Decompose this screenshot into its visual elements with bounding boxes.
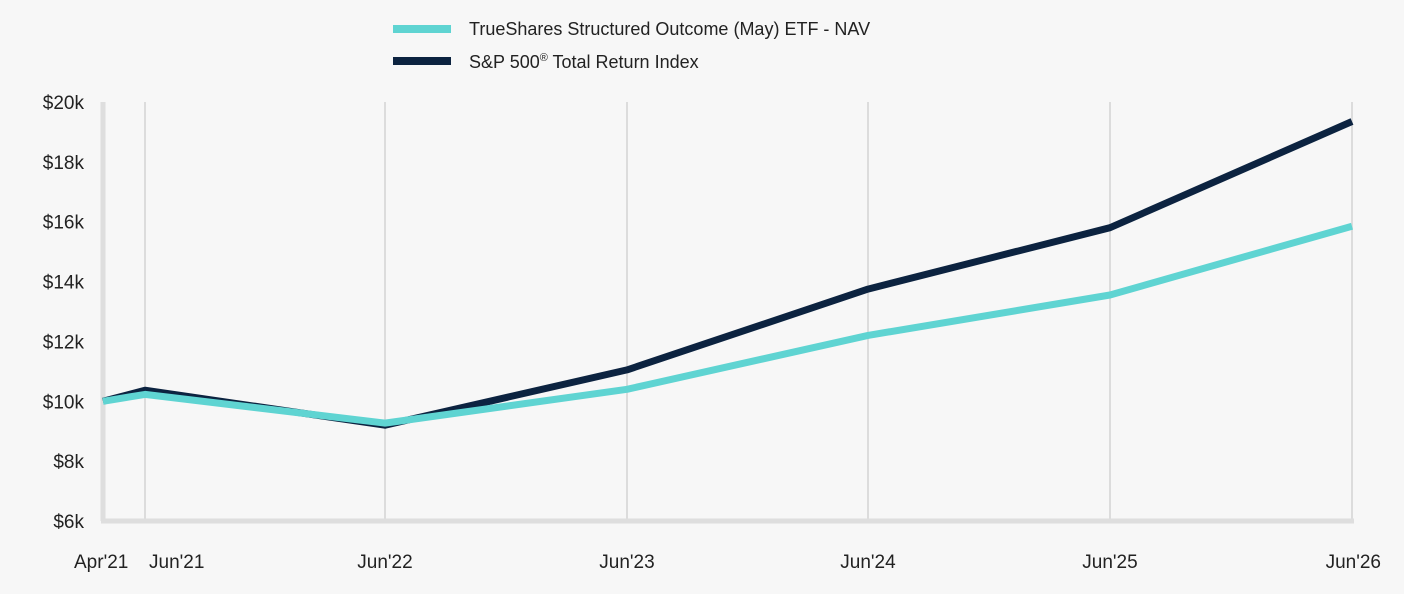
legend-label-nav: TrueShares Structured Outcome (May) ETF … (469, 19, 870, 39)
x-tick-label: Jun'25 (1082, 552, 1137, 573)
y-tick-label: $16k (43, 213, 85, 234)
y-tick-label: $14k (43, 273, 85, 294)
y-axis-ticks: $6k $8k $10k $12k $14k $16k $18k $20k (43, 93, 85, 533)
x-tick-label: Apr'21 (74, 552, 128, 573)
x-tick-label: Jun'22 (357, 552, 412, 573)
y-tick-label: $6k (53, 512, 84, 533)
series-lines (102, 118, 1354, 429)
y-tick-label: $20k (43, 93, 85, 114)
y-tick-label: $10k (43, 392, 85, 413)
x-tick-label: Jun'24 (840, 552, 896, 573)
x-tick-label: Jun'21 (149, 552, 204, 573)
x-tick-label: Jun'23 (599, 552, 654, 573)
vertical-gridlines (144, 102, 1353, 521)
x-tick-label: Jun'26 (1326, 552, 1381, 573)
y-tick-label: $18k (43, 153, 85, 174)
y-tick-label: $12k (43, 332, 85, 353)
legend-item-sp500: S&P 500® Total Return Index (393, 52, 699, 72)
series-line-sp500 (102, 118, 1354, 429)
legend-label-sp500: S&P 500® Total Return Index (469, 52, 699, 72)
y-tick-label: $8k (53, 452, 84, 473)
legend-item-nav: TrueShares Structured Outcome (May) ETF … (393, 19, 870, 39)
chart-axes (100, 102, 1354, 524)
legend: TrueShares Structured Outcome (May) ETF … (393, 19, 870, 72)
x-axis-ticks: Apr'21 Jun'21 Jun'22 Jun'23 Jun'24 Jun'25 Jun'… (74, 552, 1381, 573)
series-line-nav (102, 222, 1353, 427)
